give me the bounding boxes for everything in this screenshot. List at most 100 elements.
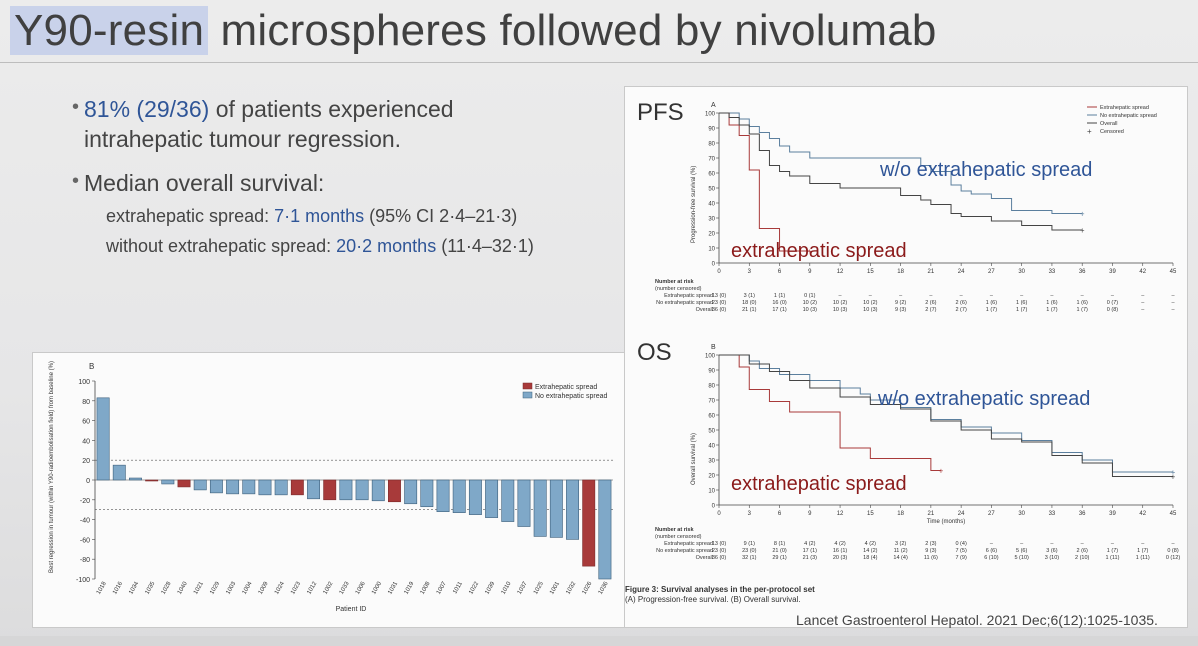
risk-cell: – (1171, 307, 1175, 313)
legend-label: Overall (1100, 121, 1117, 127)
slide-title: Y90-resin microspheres followed by nivol… (10, 6, 937, 56)
censor-mark: + (1171, 468, 1176, 477)
risk-cell: 1 (7) (1137, 548, 1148, 554)
km-series-line (719, 354, 941, 471)
figure-caption-2: (A) Progression-free survival. (B) Overa… (625, 595, 801, 604)
risk-cell: – (1081, 293, 1085, 299)
x-tick-label: 12 (837, 269, 844, 275)
risk-cell: 17 (1) (803, 548, 818, 554)
y-axis-label: Progression-free survival (%) (691, 166, 697, 243)
risk-cell: 4 (2) (834, 541, 845, 547)
risk-cell: 13 (0) (712, 541, 727, 547)
risk-cell: 23 (0) (742, 548, 757, 554)
x-tick-label: 1006 (355, 580, 367, 595)
x-tick-label: 42 (1139, 269, 1146, 275)
x-tick-label: 1028 (161, 580, 173, 595)
risk-table-header: Number at risk (655, 527, 694, 533)
x-tick-label: 1037 (517, 580, 529, 595)
x-tick-label: 27 (988, 269, 995, 275)
risk-cell: 2 (7) (955, 307, 966, 313)
risk-cell: – (1050, 293, 1054, 299)
x-axis-label: Patient ID (336, 606, 367, 613)
risk-cell: 9 (3) (925, 548, 936, 554)
legend-swatch-no (522, 391, 533, 399)
x-tick-label: 1008 (420, 580, 432, 595)
x-tick-label: 1021 (193, 580, 205, 595)
y-tick-label: 60 (82, 419, 90, 426)
x-tick-label: 1029 (209, 580, 221, 595)
risk-cell: 0 (7) (1107, 300, 1118, 306)
x-tick-label: 1011 (452, 580, 464, 595)
bar (177, 479, 191, 488)
x-tick-label: 27 (988, 511, 995, 517)
sub2-value: 20·2 months (336, 236, 437, 256)
risk-cell: 0 (4) (955, 541, 966, 547)
y-tick-label: 50 (708, 429, 715, 435)
y-tick-label: 100 (705, 354, 716, 360)
risk-cell: 29 (1) (772, 555, 787, 561)
risk-cell: 0 (12) (1166, 555, 1181, 561)
risk-cell: – (990, 293, 994, 299)
x-tick-label: 1035 (145, 580, 157, 595)
x-tick-label: 45 (1170, 511, 1177, 517)
x-tick-label: 1033 (339, 580, 351, 595)
bar (517, 479, 531, 527)
risk-cell: – (1141, 300, 1145, 306)
x-tick-label: 0 (717, 511, 721, 517)
panel-letter: B (89, 362, 94, 371)
x-tick-label: 1004 (242, 580, 254, 595)
risk-cell: – (1081, 541, 1085, 547)
risk-cell: 16 (1) (833, 548, 848, 554)
legend-label: Extrahepatic spread (535, 384, 597, 391)
risk-cell: 1 (6) (1077, 300, 1088, 306)
title-highlight: Y90-resin (10, 6, 209, 55)
x-tick-label: 1010 (501, 580, 513, 595)
x-tick-label: 1039 (484, 580, 496, 595)
risk-cell: 17 (1) (772, 307, 787, 313)
x-axis-label: Time (months) (927, 519, 965, 525)
bar (436, 479, 450, 512)
sub2-ci: (11·4–32·1) (436, 236, 534, 256)
risk-cell: 9 (3) (895, 307, 906, 313)
x-tick-label: 1007 (436, 580, 448, 595)
y-tick-label: 100 (78, 379, 90, 386)
y-tick-label: 60 (708, 172, 715, 178)
bullet-1-pct: 81% (29/36) (84, 96, 210, 122)
risk-cell: 3 (6) (1046, 548, 1057, 554)
legend-label: Censored (1100, 129, 1124, 135)
risk-cell: 3 (1) (744, 293, 755, 299)
x-tick-label: 36 (1079, 269, 1086, 275)
risk-cell: 2 (6) (925, 300, 936, 306)
risk-cell: – (1171, 293, 1175, 299)
annotation-no-ext: w/o extrahepatic spread (879, 159, 1092, 181)
x-tick-label: 18 (897, 269, 904, 275)
x-tick-label: 36 (1079, 511, 1086, 517)
y-tick-label: 70 (708, 399, 715, 405)
y-tick-label: 0 (86, 478, 90, 485)
risk-cell: – (960, 293, 964, 299)
risk-cell: 2 (3) (925, 541, 936, 547)
legend-swatch-ext (522, 382, 533, 390)
risk-row-label: No extrahepatic spread (656, 300, 713, 306)
risk-cell: 32 (1) (742, 555, 757, 561)
risk-cell: 18 (0) (742, 300, 757, 306)
title-rest: microspheres followed by nivolumab (208, 6, 937, 55)
y-tick-label: 90 (708, 369, 715, 375)
km-series-line (719, 112, 1083, 231)
legend-label: No extrahepatic spread (535, 393, 607, 400)
bar (468, 479, 482, 515)
x-tick-label: 1032 (565, 580, 577, 595)
x-tick-label: 1040 (177, 580, 189, 595)
x-tick-label: 1009 (258, 580, 270, 595)
sub1-ci: (95% CI 2·4–21·3) (364, 206, 518, 226)
km-series-line (719, 354, 1173, 473)
km-series-line (719, 112, 1083, 214)
risk-row-label: No extrahepatic spread (656, 548, 713, 554)
risk-cell: 11 (2) (894, 548, 908, 554)
bar (355, 479, 369, 501)
bar (242, 479, 256, 495)
bullet-1: • 81% (29/36) of patients experienced (72, 96, 454, 123)
risk-cell: 36 (0) (712, 307, 727, 313)
risk-cell: 18 (4) (863, 555, 878, 561)
